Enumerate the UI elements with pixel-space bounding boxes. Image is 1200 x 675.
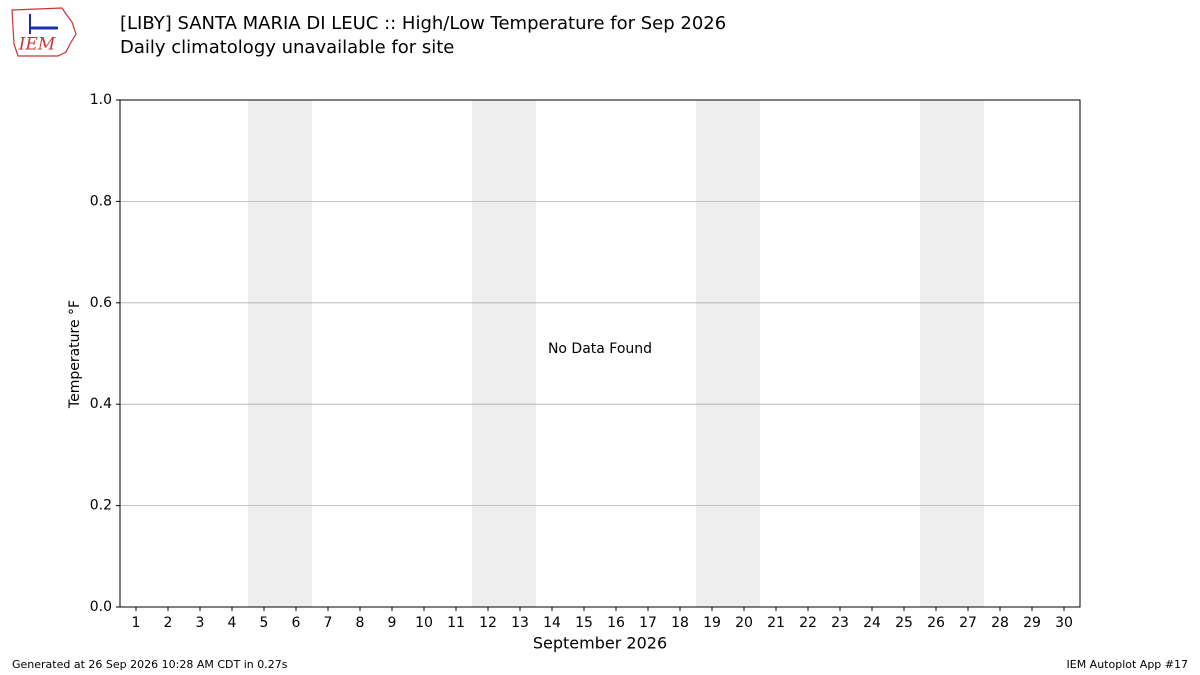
x-tick-label: 26 <box>927 615 945 631</box>
x-tick-label: 13 <box>511 615 529 631</box>
x-tick-label: 6 <box>292 615 301 631</box>
x-tick-label: 14 <box>543 615 561 631</box>
annotation: No Data Found <box>548 341 652 357</box>
x-tick-label: 2 <box>164 615 173 631</box>
x-tick-label: 22 <box>799 615 817 631</box>
x-tick-label: 29 <box>1023 615 1041 631</box>
x-tick-label: 4 <box>228 615 237 631</box>
footer-left: Generated at 26 Sep 2026 10:28 AM CDT in… <box>12 658 288 671</box>
x-tick-label: 16 <box>607 615 625 631</box>
x-tick-label: 30 <box>1055 615 1073 631</box>
x-tick-label: 24 <box>863 615 881 631</box>
chart-title: [LIBY] SANTA MARIA DI LEUC :: High/Low T… <box>120 13 726 34</box>
weekend-shade <box>952 100 984 607</box>
x-tick-label: 10 <box>415 615 433 631</box>
x-tick-label: 25 <box>895 615 913 631</box>
weekend-shade <box>504 100 536 607</box>
x-tick-label: 21 <box>767 615 785 631</box>
x-tick-label: 15 <box>575 615 593 631</box>
y-tick-label: 0.6 <box>90 295 112 311</box>
x-tick-label: 7 <box>324 615 333 631</box>
x-tick-label: 3 <box>196 615 205 631</box>
footer-right: IEM Autoplot App #17 <box>1067 658 1189 671</box>
weekend-shade <box>248 100 280 607</box>
weekend-shade <box>728 100 760 607</box>
weekend-shade <box>696 100 728 607</box>
x-tick-label: 8 <box>356 615 365 631</box>
y-tick-label: 0.4 <box>90 396 112 412</box>
weekend-shade <box>472 100 504 607</box>
logo: IEM <box>11 7 77 57</box>
x-tick-label: 28 <box>991 615 1009 631</box>
y-tick-label: 1.0 <box>90 92 112 108</box>
x-tick-label: 17 <box>639 615 657 631</box>
logo-outline <box>11 7 77 57</box>
x-tick-label: 11 <box>447 615 465 631</box>
logo-text: IEM <box>18 35 56 55</box>
x-tick-label: 1 <box>132 615 141 631</box>
weekend-shade <box>920 100 952 607</box>
chart-subtitle: Daily climatology unavailable for site <box>120 37 454 58</box>
x-tick-label: 5 <box>260 615 269 631</box>
y-tick-label: 0.8 <box>90 193 112 209</box>
x-tick-label: 18 <box>671 615 689 631</box>
x-tick-label: 19 <box>703 615 721 631</box>
x-axis-label: September 2026 <box>533 634 667 653</box>
x-tick-label: 23 <box>831 615 849 631</box>
x-tick-label: 27 <box>959 615 977 631</box>
y-tick-label: 0.0 <box>90 599 112 615</box>
y-axis-label: Temperature °F <box>67 300 83 409</box>
weekend-shade <box>280 100 312 607</box>
x-tick-label: 9 <box>388 615 397 631</box>
y-tick-label: 0.2 <box>90 498 112 514</box>
x-tick-label: 12 <box>479 615 497 631</box>
plot-frame <box>119 99 1081 608</box>
x-tick-label: 20 <box>735 615 753 631</box>
